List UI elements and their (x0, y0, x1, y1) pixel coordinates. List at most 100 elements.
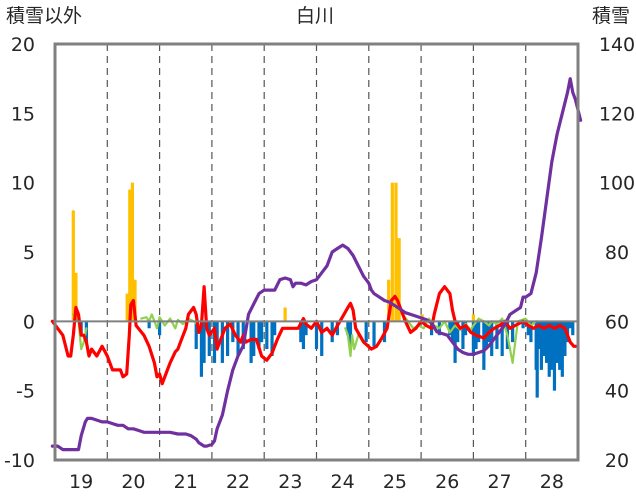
bar-mark (568, 321, 572, 329)
bar-mark (220, 321, 224, 363)
bar-mark (265, 321, 269, 350)
bar-mark (529, 321, 533, 343)
bar-mark (521, 321, 525, 329)
plot-area-frame (53, 42, 580, 462)
bar-mark (500, 321, 504, 356)
bar-mark (257, 321, 261, 350)
bar-mark (202, 321, 206, 363)
bar-mark (471, 321, 475, 356)
bar-mark (539, 321, 543, 370)
series-line (72, 313, 538, 364)
bar-mark (301, 321, 306, 350)
y-axis-right-label: 積雪 (592, 5, 630, 27)
bar-mark (511, 321, 515, 343)
y-tick-right-label: 80 (605, 242, 629, 264)
bar-mark (364, 321, 368, 343)
y-tick-left-label: 15 (11, 103, 35, 125)
bar-mark (125, 293, 129, 322)
bar-mark (558, 321, 562, 370)
bar-mark (330, 321, 334, 343)
bar-mark (471, 314, 475, 322)
bar-mark (448, 321, 452, 336)
bar-mark (304, 321, 308, 336)
y-tick-left-label: -10 (4, 450, 35, 472)
x-tick-label: 25 (383, 471, 407, 493)
bar-mark (535, 321, 539, 398)
bar-mark (550, 321, 554, 370)
bar-mark (74, 272, 78, 322)
bar-mark (207, 321, 211, 356)
bar-mark (71, 210, 75, 322)
bar-mark (542, 321, 546, 356)
bar-mark (215, 321, 219, 350)
bar-mark (397, 238, 401, 322)
y-tick-left-label: 20 (11, 34, 35, 56)
bar-mark (537, 321, 541, 350)
bar-mark (456, 321, 460, 343)
bar-mark (482, 321, 486, 370)
bar-mark (545, 321, 549, 363)
bar-mark (194, 321, 198, 350)
bar-mark (526, 321, 530, 336)
bar-mark (463, 321, 468, 336)
bar-mark (348, 321, 353, 350)
bar-mark (450, 321, 455, 343)
bar-mark (147, 321, 151, 329)
x-tick-label: 24 (331, 471, 355, 493)
x-tick-label: 22 (226, 471, 250, 493)
y-tick-right-label: 60 (605, 311, 629, 333)
x-tick-label: 19 (69, 471, 93, 493)
bar-mark (314, 321, 319, 350)
bar-mark (560, 321, 564, 377)
y-tick-right-label: 100 (599, 173, 635, 195)
bar-series (71, 182, 575, 398)
x-tick-label: 20 (121, 471, 145, 493)
bar-mark (555, 321, 559, 363)
bar-mark (283, 307, 287, 322)
bar-mark (390, 182, 394, 322)
y-tick-left-label: 0 (23, 311, 35, 333)
bar-mark (372, 321, 376, 347)
bar-mark (461, 321, 465, 350)
bar-mark (130, 182, 135, 322)
bar-mark (477, 321, 481, 343)
y-axis-right-ticks: 20 40 60 80 100 120 140 (599, 34, 635, 472)
x-tick-label: 23 (278, 471, 302, 493)
x-tick-label: 26 (435, 471, 459, 493)
bar-mark (249, 321, 253, 363)
bar-mark (453, 321, 457, 363)
bar-mark (273, 321, 277, 336)
bar-mark (158, 321, 162, 336)
bar-mark (128, 189, 132, 322)
bar-mark (346, 321, 350, 336)
x-tick-label: 21 (174, 471, 198, 493)
y-axis-left-label: 積雪以外 (6, 5, 82, 27)
y-tick-left-label: -5 (16, 381, 35, 403)
y-tick-right-label: 140 (599, 34, 635, 56)
bar-mark (547, 321, 551, 377)
x-tick-label: 27 (487, 471, 511, 493)
bar-mark (225, 321, 230, 356)
chart-title: 白川 (296, 5, 334, 27)
bar-mark (571, 321, 575, 336)
bar-mark (320, 321, 324, 356)
y-tick-left-label: 10 (11, 173, 35, 195)
bar-mark (299, 321, 303, 343)
y-tick-right-label: 20 (605, 450, 629, 472)
series-line (50, 285, 580, 386)
series-line (50, 77, 583, 452)
x-axis-ticks: 19 20 21 22 23 24 25 26 27 28 (69, 471, 564, 493)
bar-mark (133, 279, 137, 322)
y-tick-right-label: 120 (599, 103, 635, 125)
x-tick-label: 28 (540, 471, 564, 493)
y-tick-left-label: 5 (23, 242, 35, 264)
vertical-gridlines (106, 44, 527, 460)
bar-mark (394, 182, 398, 322)
bar-mark (490, 321, 494, 356)
bar-mark (563, 321, 567, 356)
bar-mark (552, 321, 557, 391)
bar-mark (199, 321, 204, 377)
line-series (50, 77, 583, 452)
bar-mark (259, 321, 264, 343)
